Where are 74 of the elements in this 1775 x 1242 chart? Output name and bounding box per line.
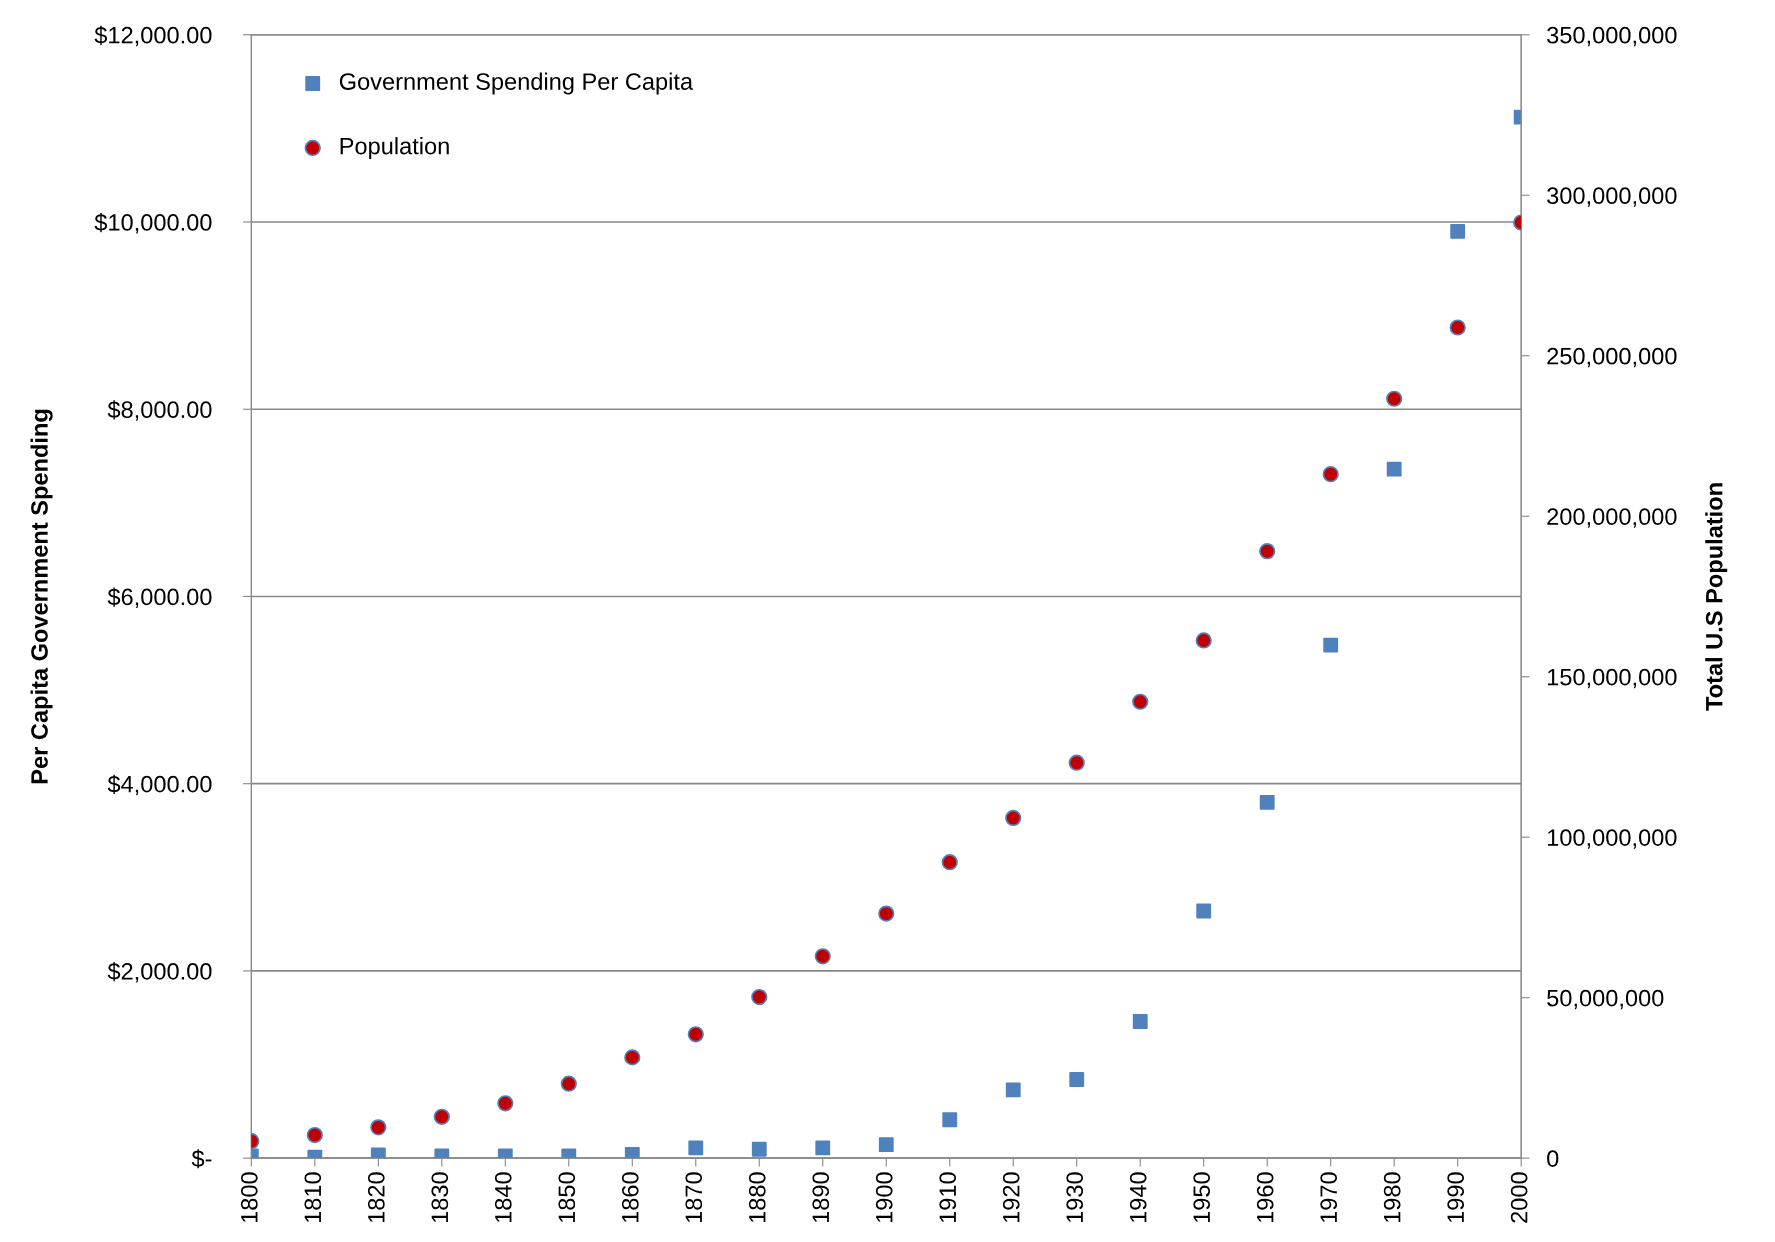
y-tick-label: $2,000.00: [107, 962, 212, 983]
point: [1450, 223, 1466, 239]
x-tick-label: 1810: [304, 1172, 322, 1223]
x-tick-label: 1920: [1002, 1172, 1020, 1223]
point: [306, 1126, 323, 1144]
y2-tick-label: 0: [1547, 1150, 1559, 1167]
point: [751, 988, 768, 1006]
y-axis-title: Per Capita Government Spending: [30, 409, 53, 784]
point: [1132, 1014, 1148, 1029]
y-tick-label: $-: [191, 1149, 212, 1169]
x-tick-label: 1950: [1193, 1172, 1211, 1223]
x-tick-label: 1870: [685, 1172, 703, 1223]
y2-tick-label: 300,000,000: [1547, 187, 1677, 207]
y-tick-label: $10,000.00: [94, 213, 212, 234]
point: [624, 1146, 640, 1159]
point: [814, 948, 831, 965]
point: [1449, 319, 1466, 336]
point: [433, 1108, 450, 1125]
x-tick-label: 1860: [621, 1172, 639, 1223]
y2-axis-title: Total U.S Population: [1705, 483, 1728, 711]
legend-label: Population: [340, 137, 449, 160]
y2-tick-label: 250,000,000: [1547, 347, 1677, 368]
point: [1195, 632, 1212, 649]
point: [687, 1026, 704, 1043]
x-tick-label: 1960: [1256, 1172, 1274, 1223]
point: [688, 1140, 704, 1156]
legend-label: Government Spending Per Capita: [339, 72, 694, 95]
point: [370, 1147, 386, 1159]
point: [1259, 543, 1276, 560]
x-tick-label: 1940: [1129, 1172, 1147, 1223]
point: [1005, 1082, 1021, 1098]
point: [941, 854, 958, 871]
x-tick-label: 1840: [494, 1172, 512, 1223]
x-tick-label: 2000: [1510, 1172, 1528, 1223]
point: [1322, 466, 1339, 483]
point: [878, 905, 895, 922]
point: [1068, 754, 1085, 771]
y-tick-label: $8,000.00: [107, 400, 212, 421]
y2-tick-label: 350,000,000: [1547, 26, 1677, 47]
x-tick-label: 1890: [812, 1172, 830, 1223]
point: [1005, 809, 1022, 827]
y2-tick-label: 150,000,000: [1547, 668, 1677, 689]
point: [878, 1137, 894, 1153]
x-tick-label: 1900: [875, 1172, 893, 1223]
x-tick-label: 1980: [1383, 1172, 1401, 1223]
point: [1259, 795, 1275, 810]
point: [942, 1112, 958, 1128]
y-tick-label: $6,000.00: [107, 587, 212, 609]
x-tick-label: 1850: [558, 1172, 576, 1223]
point: [751, 1141, 767, 1157]
x-tick-label: 1830: [431, 1172, 449, 1223]
point: [1323, 637, 1339, 653]
point: [815, 1140, 831, 1156]
point: [1386, 390, 1403, 407]
x-tick-label: 1930: [1066, 1172, 1084, 1223]
x-tick-label: 1910: [939, 1172, 957, 1223]
y-tick-label: $12,000.00: [94, 25, 212, 47]
x-tick-label: 1990: [1447, 1172, 1465, 1223]
point: [497, 1095, 514, 1112]
point: [1069, 1072, 1085, 1087]
x-tick-label: 1880: [748, 1172, 766, 1223]
y-tick-label: $4,000.00: [107, 774, 212, 796]
y2-tick-label: 200,000,000: [1547, 508, 1677, 528]
y2-tick-label: 100,000,000: [1547, 829, 1677, 849]
point: [370, 1119, 387, 1136]
point: [560, 1075, 577, 1092]
point: [1196, 903, 1212, 919]
x-tick-label: 1970: [1320, 1172, 1338, 1223]
point: [1386, 461, 1402, 477]
point: [624, 1049, 641, 1066]
y2-tick-label: 50,000,000: [1547, 989, 1664, 1010]
x-tick-label: 1820: [367, 1172, 385, 1223]
x-tick-label: 1800: [240, 1172, 258, 1223]
point: [1132, 693, 1149, 710]
